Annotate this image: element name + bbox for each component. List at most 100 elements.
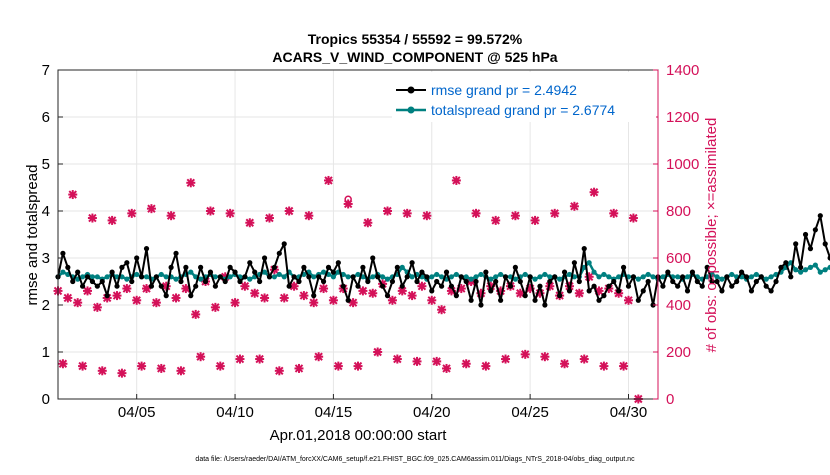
y2-tick-label: 1200 (666, 109, 699, 126)
rmse-point (611, 278, 617, 285)
legend-spread-marker (407, 106, 415, 114)
totalspread-point (409, 274, 415, 280)
rmse-point (557, 293, 563, 299)
obs-assimilated-marker (245, 218, 255, 228)
rmse-point (714, 278, 720, 285)
rmse-point (542, 302, 548, 308)
rmse-point (645, 278, 651, 285)
rmse-point (591, 283, 597, 289)
rmse-point (783, 260, 789, 266)
obs-assimilated-marker (314, 352, 324, 362)
obs-assimilated-marker (260, 293, 270, 303)
y-tick-label: 0 (42, 391, 50, 408)
rmse-point (350, 274, 356, 280)
legend-box (392, 72, 656, 122)
obs-assimilated-marker (166, 211, 176, 221)
y-tick-label: 3 (42, 250, 50, 267)
obs-assimilated-marker (87, 213, 97, 223)
totalspread-point (473, 274, 479, 280)
totalspread-point (173, 276, 179, 282)
obs-assimilated-marker (387, 295, 397, 305)
obs-assimilated-marker (225, 208, 235, 218)
totalspread-point (802, 267, 809, 273)
legend: rmse grand pr = 2.4942 totalspread grand… (392, 72, 656, 122)
rmse-point (109, 269, 115, 275)
obs-assimilated-marker (58, 359, 68, 369)
rmse-point (242, 274, 248, 280)
obs-assimilated-marker (530, 215, 540, 225)
rmse-point (586, 288, 592, 294)
totalspread-point (822, 267, 828, 273)
obs-assimilated-marker (363, 218, 373, 228)
totalspread-point (566, 271, 573, 278)
totalspread-point (478, 271, 484, 278)
rmse-point (827, 255, 830, 261)
totalspread-point (261, 269, 268, 275)
rmse-point (724, 274, 730, 280)
obs-assimilated-marker (196, 352, 206, 362)
rmse-point (212, 283, 218, 289)
totalspread-point (719, 276, 725, 282)
rmse-point (173, 250, 179, 256)
totalspread-point (439, 274, 445, 280)
obs-assimilated-marker (609, 208, 619, 218)
obs-assimilated-marker (235, 354, 245, 364)
totalspread-point (311, 274, 317, 280)
totalspread-point (557, 276, 563, 282)
obs-assimilated-marker (623, 295, 633, 305)
footer-data-file: data file: /Users/raeder/DAI/ATM_forcXX/… (195, 456, 635, 463)
obs-assimilated-marker (146, 204, 156, 214)
totalspread-point (212, 274, 218, 280)
rmse-point (79, 283, 86, 289)
obs-assimilated-marker (250, 288, 260, 298)
rmse-point (807, 246, 814, 252)
obs-assimilated-marker (417, 281, 427, 291)
totalspread-point (798, 269, 804, 275)
obs-assimilated-marker (368, 288, 378, 298)
rmse-point (178, 278, 184, 285)
rmse-point (699, 283, 705, 289)
y2-tick-label: 1000 (666, 156, 699, 173)
obs-markers (53, 175, 643, 404)
obs-assimilated-marker (392, 354, 402, 364)
obs-assimilated-marker (407, 291, 417, 301)
obs-assimilated-marker (501, 354, 511, 364)
totalspread-point (512, 276, 518, 282)
totalspread-point (675, 274, 681, 280)
totalspread-point (463, 274, 469, 280)
rmse-point (286, 283, 292, 289)
obs-assimilated-marker (451, 175, 461, 185)
obs-assimilated-marker (358, 286, 368, 296)
obs-assimilated-marker (92, 302, 102, 312)
rmse-point (596, 297, 602, 303)
rmse-point (257, 278, 263, 285)
totalspread-point (134, 271, 140, 278)
rmse-point (379, 283, 386, 289)
rmse-point (60, 250, 66, 256)
obs-assimilated-marker (304, 211, 314, 221)
rmse-point (694, 278, 700, 285)
totalspread-point (793, 267, 799, 273)
rmse-point (507, 283, 514, 289)
rmse-point (316, 274, 322, 280)
axes: 0 1 2 3 4 5 6 7 0 200 400 600 800 1000 1200 1400 04/05 04… (42, 62, 700, 421)
series (55, 213, 830, 308)
rmse-point (148, 283, 155, 289)
y2-axis-label: # of obs: o=possible; ×=assimilated (703, 118, 720, 353)
rmse-point (335, 260, 341, 266)
obs-assimilated-marker (333, 361, 343, 371)
totalspread-point (276, 271, 282, 278)
rmse-point (640, 288, 646, 294)
obs-assimilated-marker (373, 347, 383, 357)
rmse-point (202, 278, 209, 285)
totalspread-point (763, 276, 769, 282)
rmse-point (675, 283, 681, 289)
totalspread-point (729, 271, 735, 278)
obs-assimilated-marker (151, 298, 161, 308)
rmse-point (502, 274, 509, 280)
totalspread-point (812, 262, 818, 268)
obs-assimilated-marker (186, 178, 196, 188)
rmse-point (606, 283, 612, 289)
obs-assimilated-marker (117, 368, 127, 378)
x-tick-label: 04/05 (118, 404, 156, 421)
